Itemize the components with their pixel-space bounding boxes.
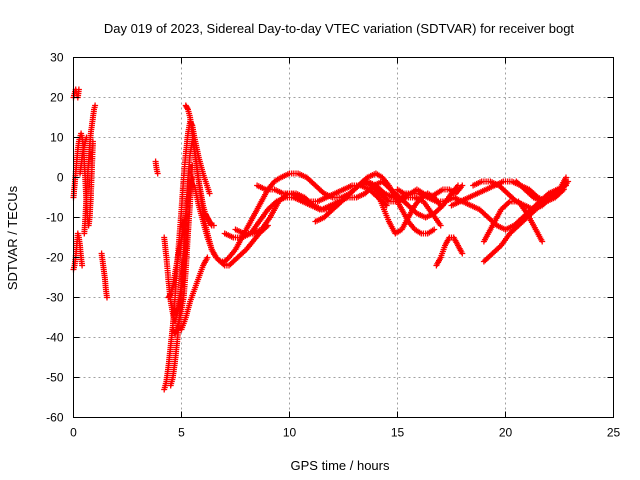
data-point-marks bbox=[433, 234, 466, 269]
y-tick-labels: 30 20 10 0 -10 -20 -30 -40 -50 -60 bbox=[46, 51, 64, 425]
series-arc3 bbox=[70, 230, 86, 273]
y-tick-label: -50 bbox=[46, 371, 64, 385]
series-arc5 bbox=[77, 134, 90, 177]
data-point-marks bbox=[81, 102, 99, 237]
series-arc13 bbox=[178, 254, 211, 333]
series-arc7 bbox=[152, 158, 161, 177]
data-point-marks bbox=[70, 230, 86, 273]
data-point-marks bbox=[152, 158, 161, 177]
y-axis-label: SDTVAR / TECUs bbox=[5, 185, 20, 290]
x-tick-label: 10 bbox=[283, 426, 297, 440]
data-point-marks bbox=[70, 86, 82, 101]
x-tick-label: 0 bbox=[70, 426, 77, 440]
series-arc22 bbox=[433, 234, 466, 269]
plot-frame bbox=[73, 57, 614, 418]
data-points bbox=[70, 86, 572, 393]
y-tick-label: 30 bbox=[50, 51, 64, 65]
data-point-marks bbox=[178, 254, 211, 333]
x-tick-labels: 0 5 10 15 20 25 bbox=[70, 426, 620, 440]
y-tick-label: -40 bbox=[46, 331, 64, 345]
y-tick-label: -10 bbox=[46, 211, 64, 225]
data-point-marks bbox=[77, 134, 90, 177]
data-point-marks bbox=[165, 174, 196, 301]
x-tick-label: 20 bbox=[499, 426, 513, 440]
chart-title: Day 019 of 2023, Sidereal Day-to-day VTE… bbox=[104, 21, 575, 36]
y-tick-label: -30 bbox=[46, 291, 64, 305]
x-tick-label: 25 bbox=[607, 426, 621, 440]
grid bbox=[73, 57, 614, 418]
series-arc1 bbox=[70, 86, 82, 101]
data-point-marks bbox=[98, 250, 110, 301]
x-axis-label: GPS time / hours bbox=[291, 458, 390, 473]
data-point-marks bbox=[513, 174, 569, 205]
axis-ticks bbox=[73, 57, 614, 418]
series-arc25 bbox=[480, 198, 546, 245]
data-point-marks bbox=[480, 198, 546, 245]
y-tick-label: 0 bbox=[57, 171, 64, 185]
y-tick-label: 10 bbox=[50, 131, 64, 145]
y-tick-label: -20 bbox=[46, 251, 64, 265]
y-tick-label: 20 bbox=[50, 91, 64, 105]
y-tick-label: -60 bbox=[46, 411, 64, 425]
series-arc4 bbox=[81, 102, 99, 237]
series-arc21 bbox=[394, 182, 466, 201]
x-tick-label: 5 bbox=[178, 426, 185, 440]
series-arc27 bbox=[513, 174, 569, 205]
series-arc12 bbox=[165, 174, 196, 301]
data-point-marks bbox=[394, 182, 466, 201]
series-arc6 bbox=[98, 250, 110, 301]
x-tick-label: 15 bbox=[391, 426, 405, 440]
